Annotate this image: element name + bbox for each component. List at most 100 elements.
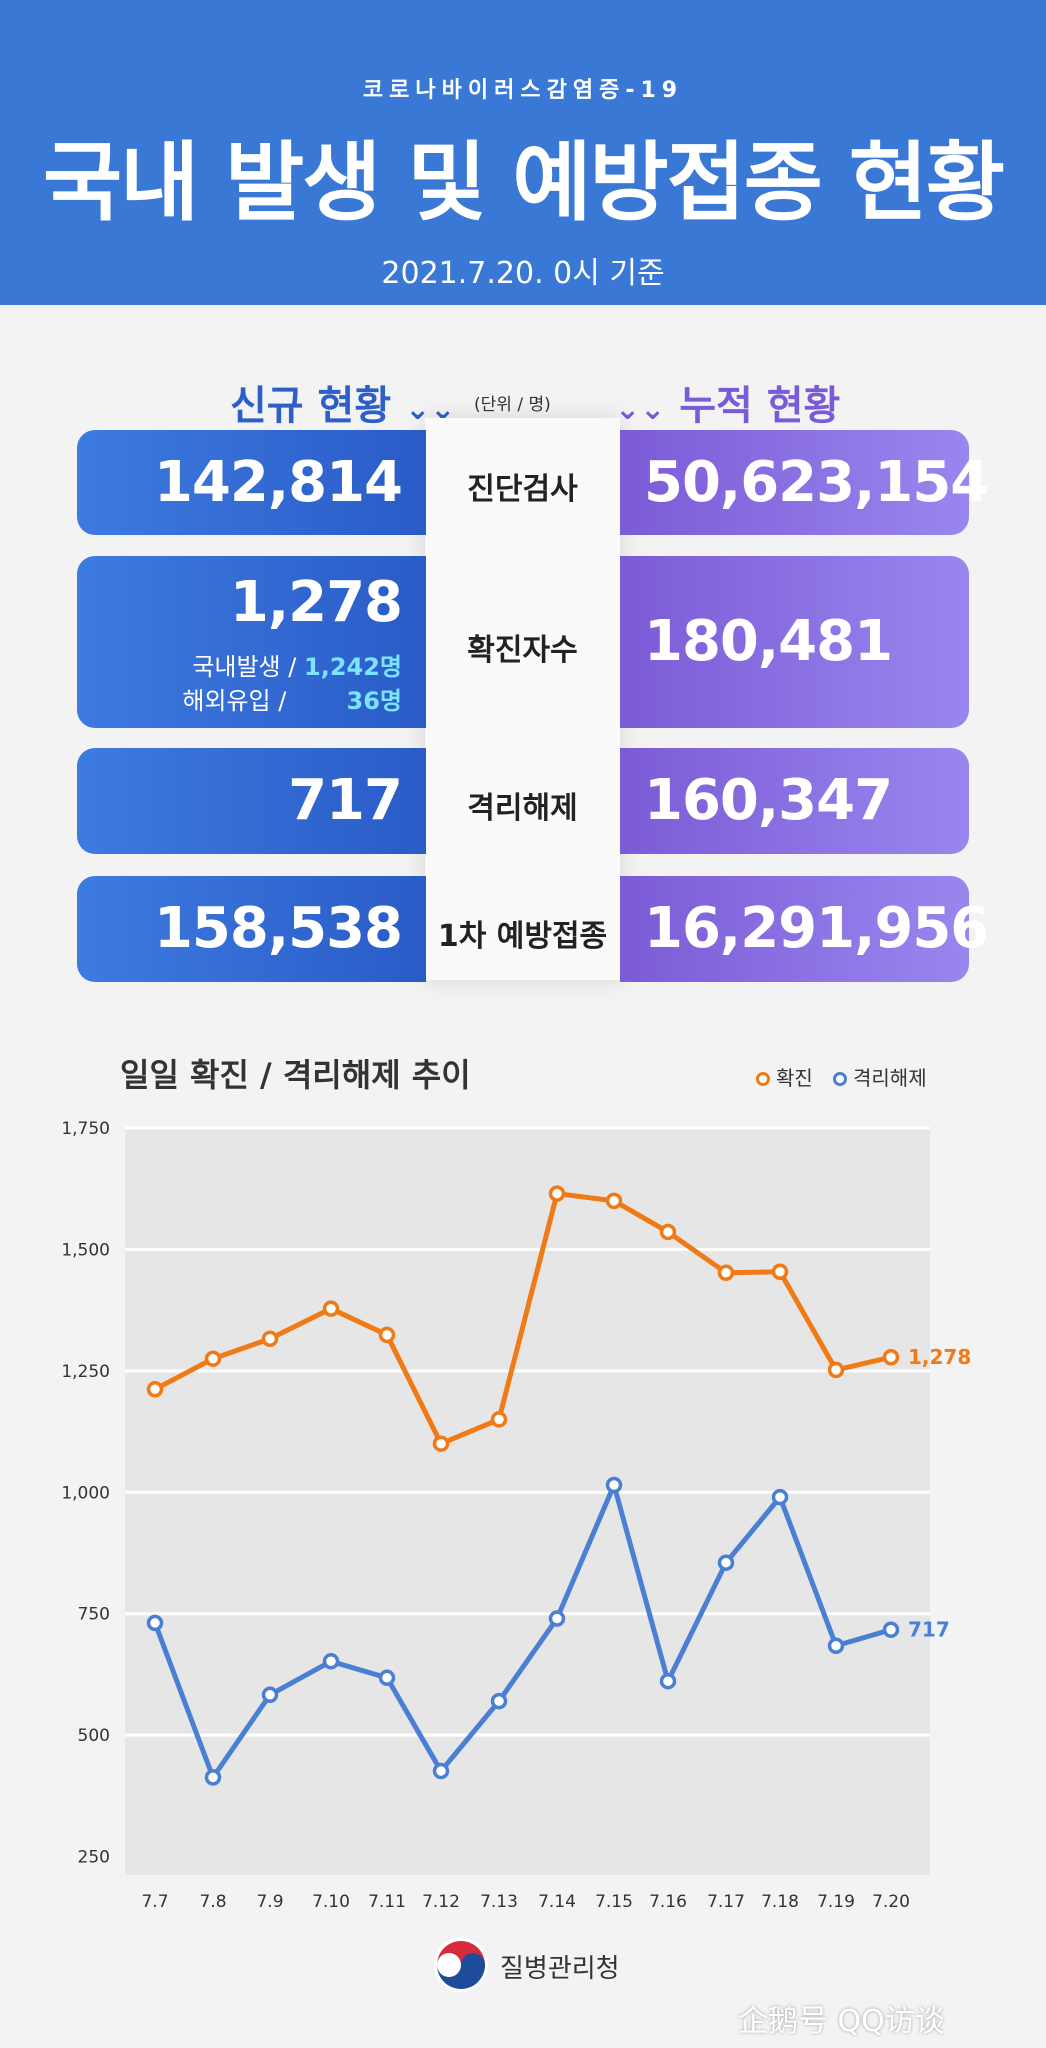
new-confirmed-value: 1,278 [229,570,403,635]
y-tick-label: 500 [78,1726,110,1746]
confirmed-point [490,1411,508,1428]
released-series-line [152,1482,892,1780]
x-tick-label: 7.15 [595,1892,633,1912]
legend-dot-icon [833,1072,847,1086]
x-tick-label: 7.9 [256,1892,283,1912]
confirmed-point [659,1223,677,1241]
x-tick-label: 7.12 [422,1892,460,1912]
new-status-label: 신규 현황 [230,383,392,429]
released-point [717,1554,735,1571]
released-point [548,1610,566,1627]
released-point [432,1762,450,1780]
confirmed-end-label: 1,278 [908,1345,971,1369]
row-label-vaccination: 1차 예방접종 [437,919,608,954]
confirmed-point [882,1348,900,1366]
legend-dot-icon [756,1072,770,1086]
released-point [605,1476,623,1494]
x-tick-label: 7.10 [312,1892,350,1912]
x-tick-label: 7.7 [141,1892,168,1912]
overseas-label: 해외유입 / [182,687,287,715]
released-point [882,1621,900,1638]
confirmed-point [605,1192,623,1210]
page-title: 국내 발생 및 예방접종 현황 [42,133,1005,233]
confirmed-point [771,1263,789,1281]
y-tick-label: 1,750 [61,1119,110,1139]
released-point [659,1672,677,1690]
new-confirmed-card: 1,278 국내발생 / 1,242명 해외유입 / 36명 [77,556,426,728]
plot-area [125,1128,930,1875]
watermark: 企鹅号 QQ访谈 [738,2004,945,2039]
cumulative-status-label: 누적 현황 [679,383,841,429]
released-point [771,1488,789,1506]
new-released-card: 717 [77,748,426,854]
new-status-title: 신규 현황 ⌄⌄ [230,373,455,431]
x-tick-label: 7.13 [480,1892,518,1912]
new-vaccination-value: 158,538 [153,896,403,961]
x-tick-label: 7.18 [761,1892,799,1912]
cumulative-confirmed-value: 180,481 [644,609,893,674]
row-label-released: 격리해제 [467,791,578,826]
cumulative-tests-card: 50,623,154 [620,430,989,535]
domestic-label: 국내발생 / [192,653,297,681]
legend-confirmed: 확진 [756,1062,813,1091]
domestic-breakdown: 국내발생 / 1,242명 [77,650,402,684]
cumulative-vaccination-value: 16,291,956 [644,896,989,961]
confirmed-point [322,1300,340,1317]
y-tick-label: 1,250 [61,1362,110,1382]
x-tick-label: 7.20 [872,1892,910,1912]
double-chevron-down-icon: ⌄⌄ [615,392,666,427]
y-tick-label: 1,500 [61,1240,110,1260]
cumulative-tests-value: 50,623,154 [644,450,989,515]
y-tick-label: 750 [78,1605,110,1625]
released-point [261,1686,279,1704]
x-tick-label: 7.16 [649,1892,687,1912]
cumulative-status-title: ⌄⌄ 누적 현황 [615,373,840,431]
overseas-value: 36명 [346,687,402,715]
agency-name: 질병관리청 [500,1954,620,1984]
released-point [490,1692,508,1710]
new-vaccination-card: 158,538 [77,876,426,982]
released-point [322,1653,340,1670]
confirmed-point [827,1361,845,1379]
row-label-tests: 진단검사 [467,472,578,507]
domestic-value: 1,242명 [304,653,402,681]
released-point [378,1669,396,1687]
cumulative-confirmed-card: 180,481 [620,556,969,728]
label-column [425,418,620,980]
x-tick-label: 7.14 [538,1892,576,1912]
confirmed-point [432,1435,450,1452]
legend-confirmed-label: 확진 [776,1066,813,1090]
confirmed-point [378,1326,396,1344]
released-point [827,1637,845,1655]
unit-label: (단위 / 명) [474,395,551,415]
x-tick-label: 7.11 [368,1892,406,1912]
new-released-value: 717 [288,768,403,833]
confirmed-point [204,1350,222,1367]
confirmed-point [548,1185,566,1202]
trend-chart: 250 500 750 1,000 1,250 1,500 1,750 7.7 7.8 7.9 7.… [61,1119,971,1912]
cumulative-released-card: 160,347 [620,748,969,854]
row-label-confirmed: 확진자수 [467,633,578,668]
new-tests-card: 142,814 [77,430,426,535]
agency-logo-icon [434,1938,488,1992]
released-point [204,1769,222,1786]
cumulative-released-value: 160,347 [644,768,893,833]
cumulative-vaccination-card: 16,291,956 [620,876,989,982]
confirmed-point [717,1264,735,1281]
legend-released-label: 격리해제 [853,1066,927,1090]
new-tests-value: 142,814 [153,450,403,515]
header-banner: 코로나바이러스감염증-19 국내 발생 및 예방접종 현황 2021.7.20.… [0,0,1046,305]
confirmed-point [261,1330,279,1348]
x-tick-label: 7.8 [199,1892,226,1912]
header-subtitle: 코로나바이러스감염증-19 [362,78,684,103]
overseas-breakdown: 해외유입 / 36명 [77,684,402,718]
y-tick-label: 250 [78,1848,110,1868]
header-date: 2021.7.20. 0시 기준 [381,256,665,291]
legend-released: 격리해제 [833,1062,927,1091]
x-tick-label: 7.17 [707,1892,745,1912]
confirmed-series-line [153,1191,892,1447]
released-point [146,1614,164,1632]
x-tick-label: 7.19 [817,1892,855,1912]
released-end-label: 717 [908,1618,950,1642]
confirmed-point [146,1381,164,1398]
